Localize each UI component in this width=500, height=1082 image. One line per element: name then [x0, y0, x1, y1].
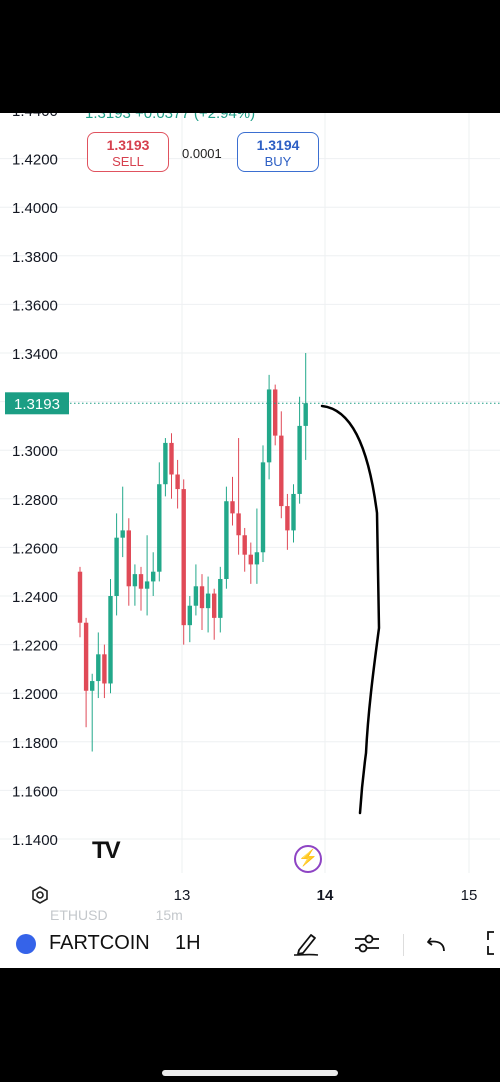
bolt-icon[interactable]: ⚡	[294, 845, 322, 873]
candle-body	[175, 474, 180, 490]
y-tick-label: 1.2400	[12, 589, 58, 606]
candle-body	[205, 593, 211, 609]
settings-icon[interactable]	[30, 885, 50, 905]
candle-body	[303, 403, 308, 426]
candle-body	[242, 535, 247, 555]
sell-price: 1.3193	[106, 137, 150, 153]
ghost-timeframe: 15m	[155, 907, 183, 923]
chart-grid	[0, 113, 500, 873]
candle-body	[199, 586, 205, 609]
candle-body	[120, 530, 125, 538]
candle-body	[132, 574, 138, 587]
candle-body	[279, 435, 284, 507]
y-tick-label: 1.4200	[12, 152, 58, 169]
candle-body	[77, 571, 83, 623]
home-indicator[interactable]	[162, 1070, 338, 1076]
candle-body	[224, 501, 229, 579]
candle-body	[297, 425, 302, 494]
ghost-symbol-row: ETHUSD 15m	[50, 907, 183, 923]
y-tick-label: 1.2800	[12, 492, 58, 509]
pen-icon[interactable]	[291, 928, 321, 958]
candle-body	[114, 537, 119, 596]
price-axis: 1.44001.42001.40001.38001.36001.34001.32…	[12, 113, 58, 849]
y-tick-label: 1.2600	[12, 540, 58, 557]
ghost-symbol: ETHUSD	[50, 907, 108, 923]
symbol-logo-icon[interactable]	[16, 934, 36, 954]
y-tick-label: 1.1600	[12, 783, 58, 800]
candle-body	[266, 389, 272, 463]
fullscreen-icon[interactable]	[484, 928, 500, 958]
candle-body	[157, 484, 162, 572]
y-tick-label: 1.2200	[12, 638, 58, 655]
x-tick-label: 13	[174, 887, 191, 904]
y-tick-label: 1.4000	[12, 200, 58, 217]
indicators-icon[interactable]	[352, 928, 382, 958]
time-axis: 13 14 15	[174, 887, 478, 904]
candle-body	[291, 493, 296, 531]
candle-body	[151, 571, 156, 582]
symbol-name[interactable]: FARTCOIN	[49, 932, 150, 954]
buy-button[interactable]: 1.3194 BUY	[237, 132, 319, 172]
sell-button[interactable]: 1.3193 SELL	[87, 132, 169, 172]
candles	[77, 353, 308, 752]
sell-label: SELL	[112, 154, 144, 169]
candle-body	[260, 462, 266, 553]
candle-body	[212, 593, 217, 618]
buy-price: 1.3194	[256, 137, 300, 153]
y-tick-label: 1.1800	[12, 735, 58, 752]
y-tick-label: 1.3800	[12, 249, 58, 266]
last-price-tag	[5, 392, 69, 415]
candle-body	[126, 530, 131, 587]
y-tick-label: 1.3600	[12, 297, 58, 314]
candle-body	[273, 389, 278, 436]
candle-body	[218, 578, 223, 618]
candle-body	[138, 574, 144, 589]
y-tick-label: 1.1400	[12, 832, 58, 849]
candle-body	[285, 506, 290, 531]
buy-label: BUY	[264, 154, 292, 169]
app-screen: 1.44001.42001.40001.38001.36001.34001.32…	[0, 113, 500, 968]
price-chart[interactable]: 1.44001.42001.40001.38001.36001.34001.32…	[0, 113, 500, 920]
y-tick-label: 1.4400	[12, 113, 58, 120]
y-tick-label: 1.3400	[12, 346, 58, 363]
bottom-toolbar: FARTCOIN 1H	[0, 920, 500, 968]
quote-line: 1.3193 +0.0377 (+2.94%)	[85, 113, 256, 122]
timeframe-button[interactable]: 1H	[175, 932, 201, 954]
undo-icon[interactable]	[425, 928, 451, 958]
tradingview-logo: TV	[92, 837, 121, 864]
candle-body	[169, 442, 174, 475]
last-price-group: 1.3193	[5, 392, 500, 415]
y-tick-label: 1.2000	[12, 686, 58, 703]
candle-body	[163, 442, 168, 485]
candle-body	[254, 552, 260, 565]
last-price-label: 1.3193	[14, 396, 60, 413]
spread-value: 0.0001	[182, 146, 222, 161]
candle-body	[187, 605, 192, 626]
candle-body	[181, 489, 186, 626]
x-tick-label: 14	[317, 887, 334, 904]
toolbar-divider	[403, 934, 404, 956]
candle-body	[102, 654, 107, 684]
candle-body	[144, 581, 150, 589]
candle-body	[230, 501, 235, 514]
candle-body	[236, 513, 241, 536]
candle-body	[83, 622, 89, 691]
candle-body	[96, 654, 101, 682]
candle-body	[193, 586, 199, 606]
candle-body	[108, 596, 113, 684]
candle-body	[90, 681, 95, 691]
freehand-drawing	[320, 404, 381, 815]
x-tick-label: 15	[461, 887, 478, 904]
candle-body	[248, 554, 253, 565]
y-tick-label: 1.3000	[12, 443, 58, 460]
